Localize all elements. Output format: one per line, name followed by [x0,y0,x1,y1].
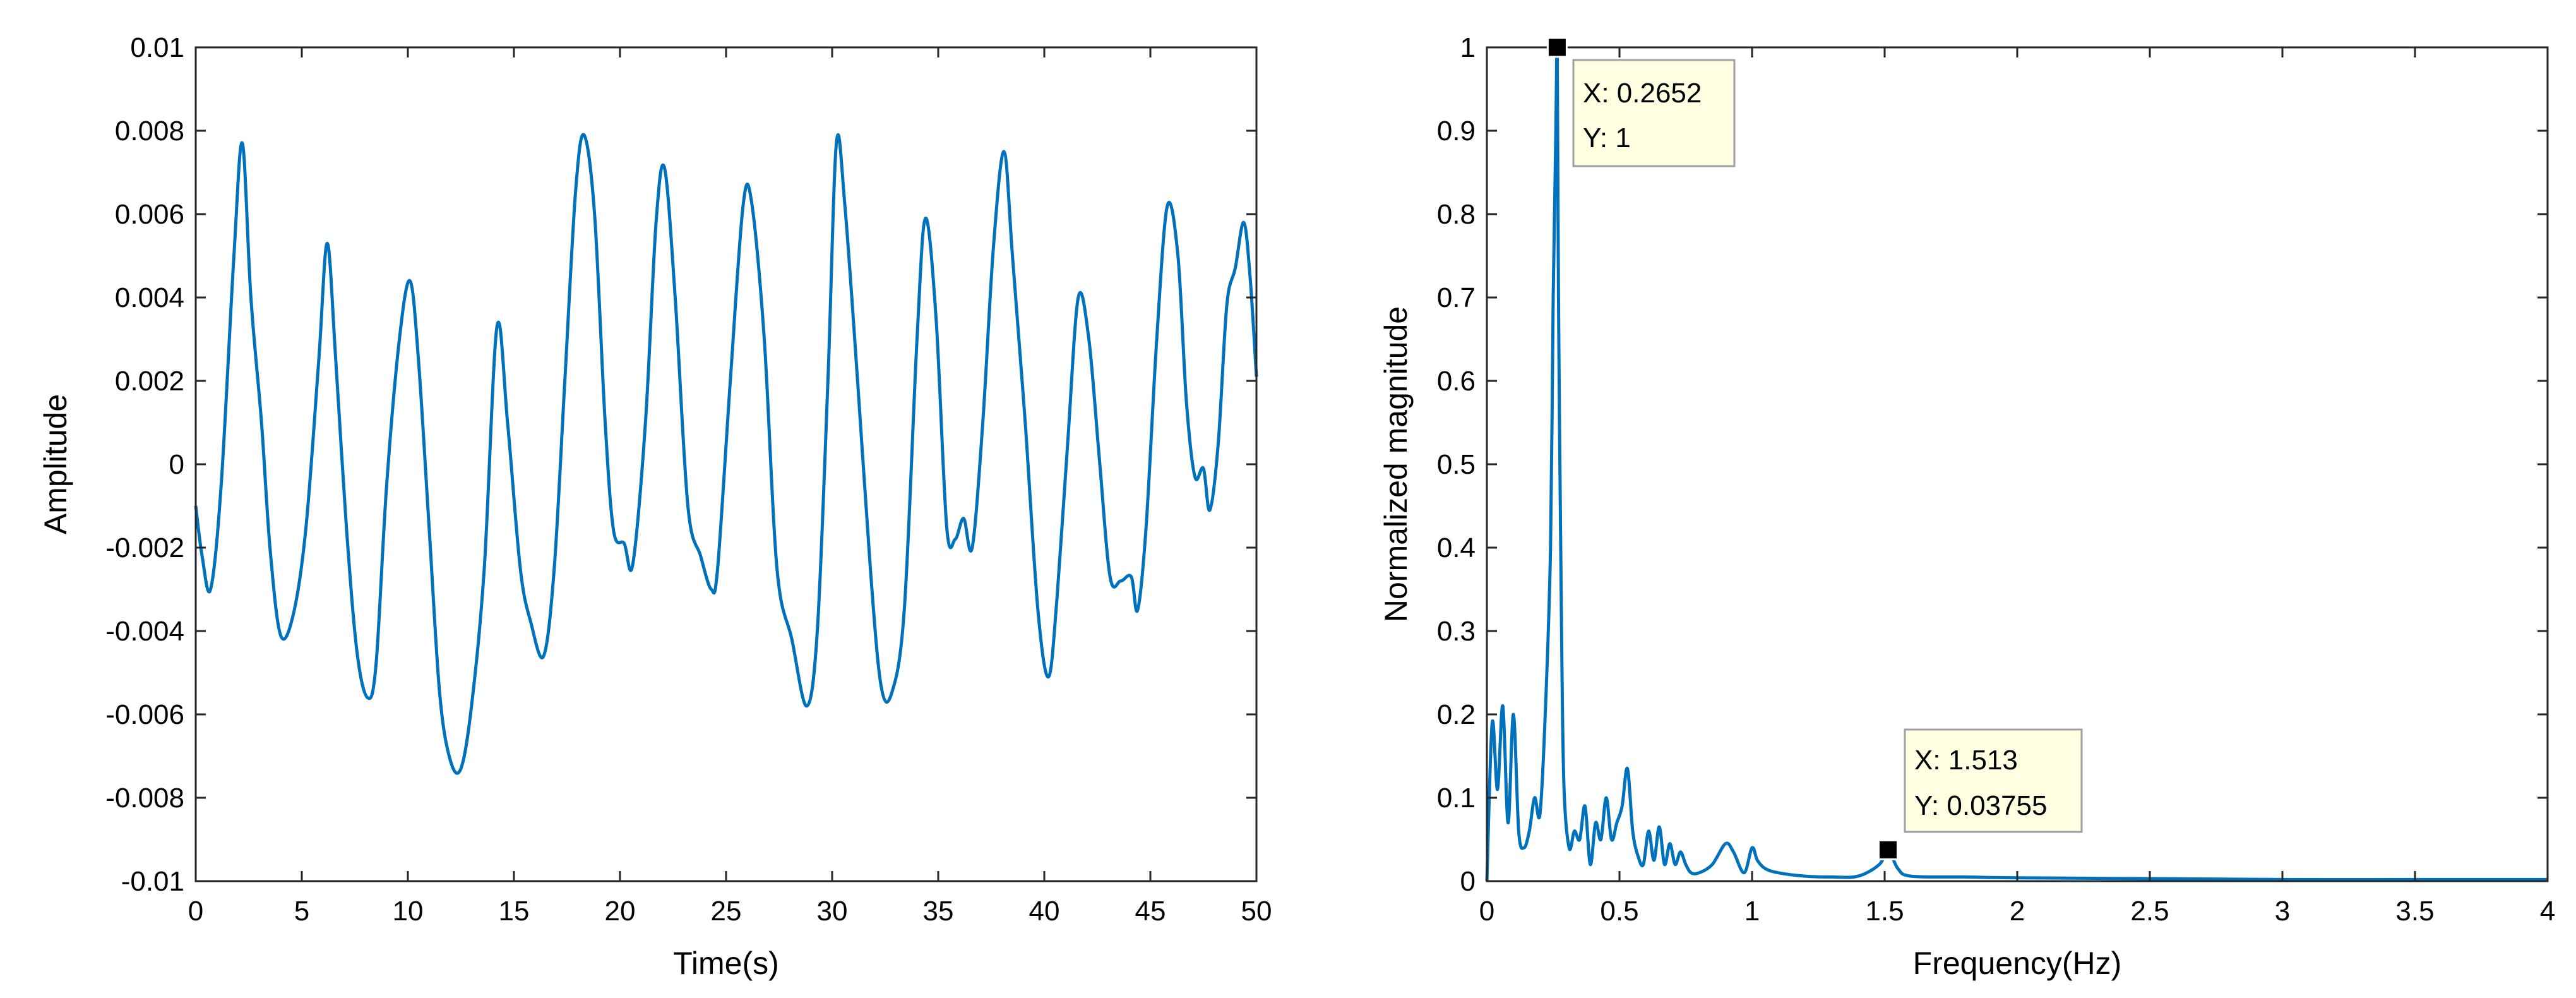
datatip-marker-1[interactable] [1877,839,1899,860]
spectrum-y-tick-label: 0.7 [1437,282,1476,313]
time-signal-x-axis-label: Time(s) [673,946,779,981]
time-signal-x-tick-label: 15 [499,896,530,927]
time-signal-x-tick-label: 50 [1241,896,1272,927]
spectrum-y-tick-label: 0 [1460,866,1476,897]
spectrum-x-tick-label: 0 [1479,896,1494,927]
spectrum-y-tick-label: 0.6 [1437,366,1476,397]
time-signal-x-tick-label: 45 [1135,896,1166,927]
datatip-peak-x-text: X: 0.2652 [1583,78,1702,109]
time-signal-y-tick-label: 0.008 [115,116,184,147]
spectrum-x-tick-label: 3.5 [2395,896,2434,927]
spectrum-y-tick-label: 0.9 [1437,116,1476,147]
time-signal-x-tick-label: 35 [923,896,954,927]
time-signal-x-tick-label: 5 [294,896,309,927]
time-signal-x-tick-label: 0 [188,896,203,927]
spectrum-y-tick-label: 1 [1460,32,1476,63]
spectrum-y-tick-label: 0.2 [1437,699,1476,730]
time-signal-series-line-0 [194,133,1258,775]
spectrum-x-tick-label: 1.5 [1865,896,1904,927]
time-signal-y-tick-label: 0.006 [115,199,184,230]
spectrum-x-tick-label: 3 [2275,896,2290,927]
datatip-secondary-box [1904,728,2083,833]
time-signal-y-tick-label: -0.01 [121,866,184,897]
spectrum-line-layer [1485,39,2548,882]
spectrum-series-line-0 [1485,39,2548,882]
datatip-peak[interactable]: X: 0.2652 Y: 1 [1572,59,1736,167]
datatip-peak-box [1572,59,1736,167]
spectrum-x-tick-label: 0.5 [1600,896,1638,927]
spectrum-ticks: 0 0.5 1 1.5 2 2.5 3 3.5 4 0 0.1 0.2 0.3 0.4 0.5 0.6 0.7 0… [1437,32,2555,927]
spectrum-y-tick-label: 0.5 [1437,449,1476,480]
datatip-secondary-x-text: X: 1.513 [1914,745,2018,776]
time-signal-chart: 0 5 10 15 20 25 30 35 40 45 50 -0.01 -0.008 -0.006 -0.… [38,32,1272,981]
time-signal-y-tick-label: 0 [169,449,184,480]
time-signal-ticks: 0 5 10 15 20 25 30 35 40 45 50 -0.01 -0.008 -0.006 -0.… [105,32,1272,927]
time-signal-y-tick-label: -0.002 [105,532,184,563]
time-signal-x-tick-label: 25 [711,896,742,927]
spectrum-x-axis-label: Frequency(Hz) [1913,946,2122,981]
spectrum-x-tick-label: 2 [2010,896,2025,927]
spectrum-y-axis-label: Normalized magnitude [1378,306,1414,622]
spectrum-x-tick-label: 2.5 [2130,896,2169,927]
time-signal-x-tick-label: 10 [393,896,424,927]
spectrum-x-tick-label: 1 [1744,896,1760,927]
time-signal-line-layer [194,133,1258,775]
datatip-marker-0[interactable] [1546,37,1568,58]
spectrum-chart: 0 0.5 1 1.5 2 2.5 3 3.5 4 0 0.1 0.2 0.3 0.4 0.5 0.6 0.7 0… [1378,32,2555,981]
spectrum-y-tick-label: 0.4 [1437,532,1476,563]
time-signal-y-tick-label: -0.006 [105,699,184,730]
time-signal-y-tick-label: -0.008 [105,783,184,814]
time-signal-x-tick-label: 30 [817,896,848,927]
datatip-peak-y-text: Y: 1 [1583,123,1631,153]
time-signal-y-tick-label: 0.004 [115,282,184,313]
time-signal-x-tick-label: 20 [605,896,636,927]
datatip-markers [1546,37,1899,860]
time-signal-y-tick-label: 0.002 [115,366,184,397]
time-signal-y-tick-label: 0.01 [130,32,184,63]
time-signal-y-axis-label: Amplitude [38,394,73,534]
spectrum-y-tick-label: 0.3 [1437,616,1476,647]
time-signal-x-tick-label: 40 [1029,896,1060,927]
datatip-secondary-y-text: Y: 0.03755 [1914,790,2047,821]
spectrum-y-tick-label: 0.8 [1437,199,1476,230]
spectrum-x-tick-label: 4 [2540,896,2555,927]
datatip-secondary[interactable]: X: 1.513 Y: 0.03755 [1904,728,2083,833]
time-signal-y-tick-label: -0.004 [105,616,184,647]
spectrum-y-tick-label: 0.1 [1437,783,1476,814]
